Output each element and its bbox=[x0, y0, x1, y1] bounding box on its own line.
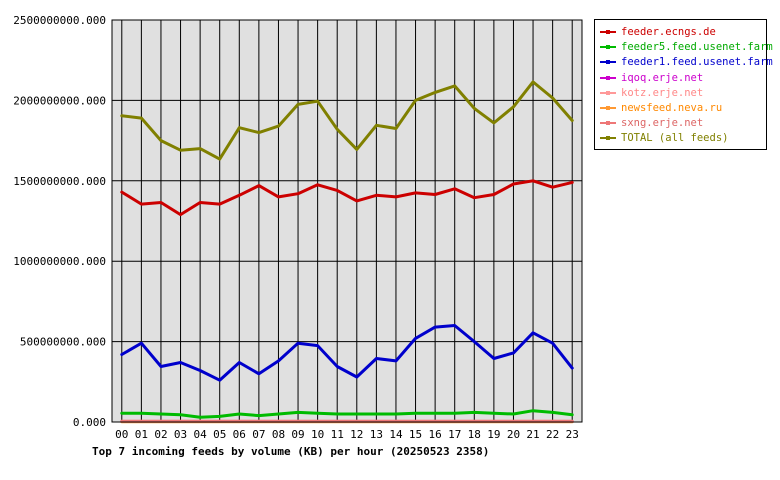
x-tick-label: 01 bbox=[135, 428, 148, 441]
legend-label: sxng.erje.net bbox=[621, 117, 704, 130]
legend-label: feeder5.feed.usenet.farm bbox=[621, 41, 773, 54]
x-tick-label: 00 bbox=[115, 428, 128, 441]
x-tick-label: 20 bbox=[507, 428, 520, 441]
x-tick-label: 11 bbox=[331, 428, 344, 441]
legend-item: sxng.erje.net bbox=[595, 116, 766, 131]
legend-label: kotz.erje.net bbox=[621, 86, 704, 99]
x-tick-label: 18 bbox=[468, 428, 481, 441]
y-tick-label: 2000000000.000 bbox=[13, 94, 106, 107]
y-tick-label: 1000000000.000 bbox=[13, 255, 106, 268]
legend-swatch bbox=[600, 90, 616, 95]
x-tick-label: 09 bbox=[291, 428, 304, 441]
x-axis-tick-labels: 00 01 02 03 04 05 06 07 08 09 10 11 12 13 14 15 16 17 18 19… bbox=[115, 428, 579, 441]
series-line bbox=[120, 409, 574, 419]
legend-swatch bbox=[600, 136, 616, 141]
x-tick-label: 03 bbox=[174, 428, 187, 441]
legend-item: feeder1.feed.usenet.farm bbox=[595, 55, 773, 70]
y-tick-label: 2500000000.000 bbox=[13, 14, 106, 27]
legend-label: newsfeed.neva.ru bbox=[621, 101, 723, 114]
legend-swatch bbox=[600, 75, 616, 80]
y-axis-tick-labels: 0.000 500000000.000 1000000000.000 15000000… bbox=[13, 14, 106, 429]
legend-label: iqoq.erje.net bbox=[621, 71, 704, 84]
legend-label: feeder.ecngs.de bbox=[621, 26, 716, 38]
legend-item: iqoq.erje.net bbox=[595, 71, 766, 86]
legend-item: kotz.erje.net bbox=[595, 86, 766, 101]
legend-label: TOTAL (all feeds) bbox=[621, 132, 729, 145]
legend-item: feeder5.feed.usenet.farm bbox=[595, 40, 773, 55]
chart-caption: Top 7 incoming feeds by volume (KB) per … bbox=[92, 445, 490, 458]
legend-swatch bbox=[600, 45, 616, 50]
legend: feeder.ecngs.de feeder5.feed.usenet.farm f… bbox=[594, 19, 773, 150]
legend-item: feeder.ecngs.de bbox=[595, 25, 766, 40]
x-tick-label: 08 bbox=[272, 428, 285, 441]
x-tick-label: 04 bbox=[194, 428, 208, 441]
x-tick-label: 13 bbox=[370, 428, 383, 441]
x-tick-label: 02 bbox=[154, 428, 167, 441]
legend-item: TOTAL (all feeds) bbox=[595, 131, 766, 146]
y-tick-label: 0.000 bbox=[73, 416, 106, 429]
x-tick-label: 19 bbox=[487, 428, 500, 441]
x-tick-label: 22 bbox=[546, 428, 559, 441]
grid-lines bbox=[112, 19, 582, 423]
x-tick-label: 05 bbox=[213, 428, 226, 441]
series-line bbox=[120, 80, 574, 161]
legend-label: feeder1.feed.usenet.farm bbox=[621, 56, 773, 69]
x-tick-label: 21 bbox=[526, 428, 539, 441]
legend-swatch bbox=[600, 60, 616, 65]
x-tick-label: 06 bbox=[233, 428, 246, 441]
x-tick-label: 15 bbox=[409, 428, 422, 441]
y-tick-label: 500000000.000 bbox=[20, 336, 106, 349]
plot-frame bbox=[111, 19, 583, 423]
series-line bbox=[120, 179, 574, 217]
legend-swatch bbox=[600, 121, 616, 126]
series-line bbox=[120, 324, 574, 382]
x-tick-label: 16 bbox=[429, 428, 442, 441]
x-tick-label: 14 bbox=[389, 428, 403, 441]
legend-swatch bbox=[600, 30, 616, 34]
y-tick-label: 1500000000.000 bbox=[13, 175, 106, 188]
legend-swatch bbox=[600, 105, 616, 110]
x-tick-label: 10 bbox=[311, 428, 324, 441]
legend-item: newsfeed.neva.ru bbox=[595, 101, 766, 116]
x-tick-label: 07 bbox=[252, 428, 265, 441]
x-tick-label: 17 bbox=[448, 428, 461, 441]
x-tick-label: 23 bbox=[566, 428, 579, 441]
x-tick-label: 12 bbox=[350, 428, 363, 441]
